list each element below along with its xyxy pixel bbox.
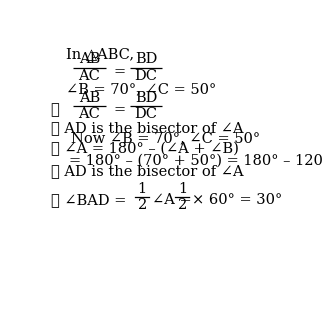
Text: BD: BD <box>135 52 157 66</box>
Text: ∠A =: ∠A = <box>152 193 192 207</box>
Text: ∴ ∠BAD =: ∴ ∠BAD = <box>51 193 126 207</box>
Text: ∴ AD is the bisector of ∠A: ∴ AD is the bisector of ∠A <box>51 122 243 136</box>
Text: DC: DC <box>134 69 157 83</box>
Text: × 60° = 30°: × 60° = 30° <box>192 193 283 207</box>
Text: In △ABC,: In △ABC, <box>65 47 134 61</box>
Text: 2: 2 <box>178 198 187 212</box>
Text: =: = <box>113 104 126 118</box>
Text: ∠B = 70°, ∠C = 50°: ∠B = 70°, ∠C = 50° <box>65 82 216 96</box>
Text: AC: AC <box>78 107 100 121</box>
Text: = 180° – (70° + 50°) = 180° – 120° = 60°: = 180° – (70° + 50°) = 180° – 120° = 60° <box>69 153 324 167</box>
Text: 2: 2 <box>138 198 147 212</box>
Text: AB: AB <box>79 52 100 66</box>
Text: 1: 1 <box>138 182 147 196</box>
Text: ∴ ∠A = 180° – (∠A + ∠B): ∴ ∠A = 180° – (∠A + ∠B) <box>51 142 238 157</box>
Text: Now ∠B = 70°, ∠C = 50°: Now ∠B = 70°, ∠C = 50° <box>71 132 260 146</box>
Text: AB: AB <box>79 91 100 105</box>
Text: ∴ AD is the bisector of ∠A: ∴ AD is the bisector of ∠A <box>51 164 243 178</box>
Text: DC: DC <box>134 107 157 121</box>
Text: 1: 1 <box>178 182 187 196</box>
Text: AC: AC <box>78 69 100 83</box>
Text: ∴: ∴ <box>51 103 59 117</box>
Text: BD: BD <box>135 91 157 105</box>
Text: =: = <box>113 65 126 79</box>
